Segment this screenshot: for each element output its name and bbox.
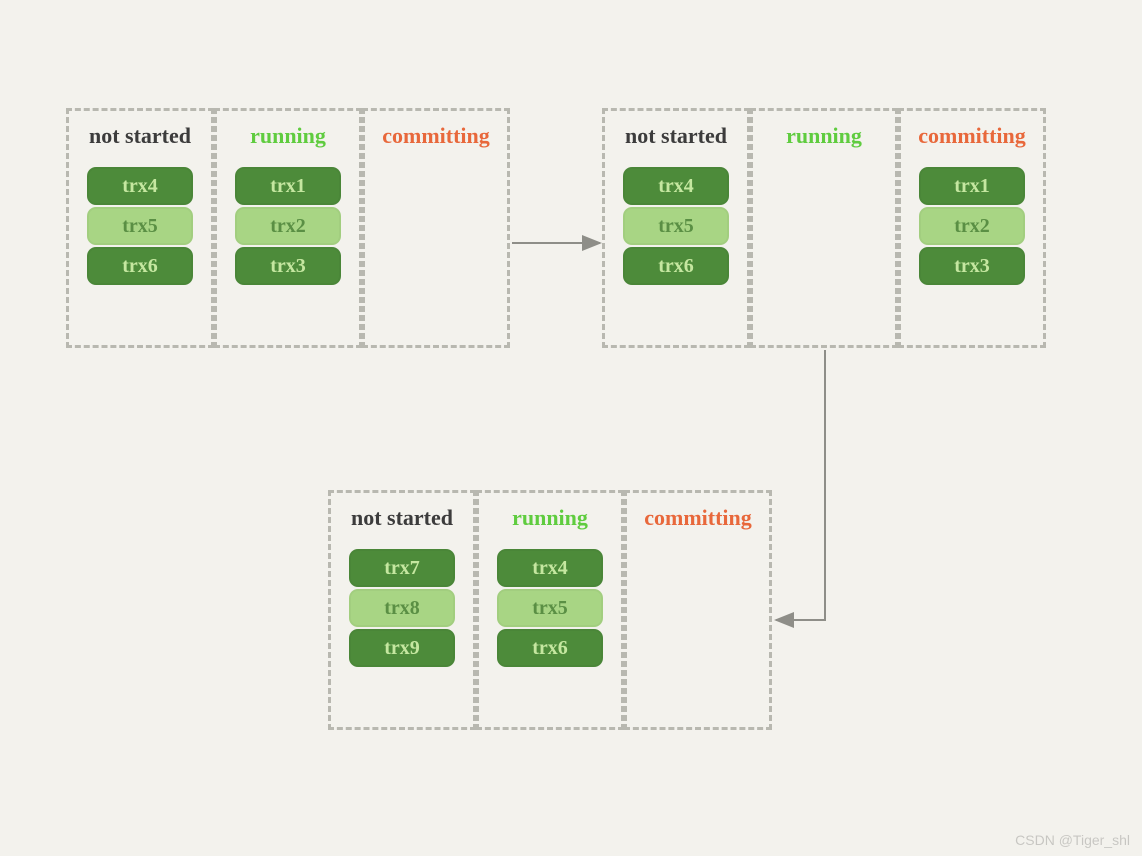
title-running: running <box>512 505 588 531</box>
trx-item: trx3 <box>235 247 341 285</box>
trx-item: trx9 <box>349 629 455 667</box>
trx-item: trx2 <box>235 207 341 245</box>
trx-item: trx6 <box>87 247 193 285</box>
trx-item: trx4 <box>87 167 193 205</box>
trx-item: trx3 <box>919 247 1025 285</box>
col-committing: committing <box>362 108 510 348</box>
trx-stack: trx4 trx5 trx6 <box>497 549 603 669</box>
title-not-started: not started <box>351 505 453 531</box>
trx-item: trx1 <box>919 167 1025 205</box>
trx-stack: trx7 trx8 trx9 <box>349 549 455 669</box>
trx-item: trx6 <box>623 247 729 285</box>
arrow-g2-g3 <box>776 350 825 620</box>
watermark: CSDN @Tiger_shl <box>1015 832 1130 848</box>
state-group-2: not started trx4 trx5 trx6 running commi… <box>602 108 1046 348</box>
trx-item: trx1 <box>235 167 341 205</box>
title-committing: committing <box>918 123 1026 149</box>
trx-item: trx7 <box>349 549 455 587</box>
trx-stack: trx4 trx5 trx6 <box>87 167 193 287</box>
title-not-started: not started <box>625 123 727 149</box>
trx-stack: trx4 trx5 trx6 <box>623 167 729 287</box>
title-running: running <box>250 123 326 149</box>
trx-stack: trx1 trx2 trx3 <box>919 167 1025 287</box>
trx-item: trx2 <box>919 207 1025 245</box>
col-committing: committing trx1 trx2 trx3 <box>898 108 1046 348</box>
trx-item: trx6 <box>497 629 603 667</box>
col-not-started: not started trx7 trx8 trx9 <box>328 490 476 730</box>
trx-item: trx8 <box>349 589 455 627</box>
title-committing: committing <box>644 505 752 531</box>
trx-item: trx4 <box>623 167 729 205</box>
col-running: running <box>750 108 898 348</box>
title-not-started: not started <box>89 123 191 149</box>
trx-item: trx5 <box>87 207 193 245</box>
state-group-3: not started trx7 trx8 trx9 running trx4 … <box>328 490 772 730</box>
col-not-started: not started trx4 trx5 trx6 <box>66 108 214 348</box>
col-not-started: not started trx4 trx5 trx6 <box>602 108 750 348</box>
trx-stack: trx1 trx2 trx3 <box>235 167 341 287</box>
col-running: running trx1 trx2 trx3 <box>214 108 362 348</box>
trx-item: trx4 <box>497 549 603 587</box>
title-committing: committing <box>382 123 490 149</box>
title-running: running <box>786 123 862 149</box>
trx-item: trx5 <box>623 207 729 245</box>
col-running: running trx4 trx5 trx6 <box>476 490 624 730</box>
trx-item: trx5 <box>497 589 603 627</box>
state-group-1: not started trx4 trx5 trx6 running trx1 … <box>66 108 510 348</box>
col-committing: committing <box>624 490 772 730</box>
